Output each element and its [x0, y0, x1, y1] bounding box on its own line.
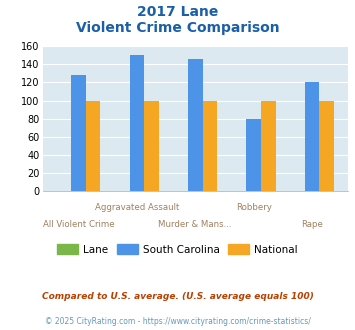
- Text: 2017 Lane: 2017 Lane: [137, 5, 218, 19]
- Bar: [305, 82, 320, 191]
- Bar: [320, 101, 334, 191]
- Text: Murder & Mans...: Murder & Mans...: [158, 220, 232, 229]
- Bar: [71, 75, 86, 191]
- Bar: [86, 101, 100, 191]
- Text: Robbery: Robbery: [236, 203, 272, 212]
- Bar: [203, 101, 217, 191]
- Bar: [246, 119, 261, 191]
- Legend: Lane, South Carolina, National: Lane, South Carolina, National: [53, 240, 302, 259]
- Bar: [130, 55, 144, 191]
- Text: Violent Crime Comparison: Violent Crime Comparison: [76, 21, 279, 35]
- Bar: [261, 101, 275, 191]
- Bar: [188, 59, 203, 191]
- Text: Aggravated Assault: Aggravated Assault: [95, 203, 179, 212]
- Text: © 2025 CityRating.com - https://www.cityrating.com/crime-statistics/: © 2025 CityRating.com - https://www.city…: [45, 317, 310, 326]
- Bar: [144, 101, 159, 191]
- Text: All Violent Crime: All Violent Crime: [43, 220, 114, 229]
- Text: Compared to U.S. average. (U.S. average equals 100): Compared to U.S. average. (U.S. average …: [42, 292, 313, 301]
- Text: Rape: Rape: [301, 220, 323, 229]
